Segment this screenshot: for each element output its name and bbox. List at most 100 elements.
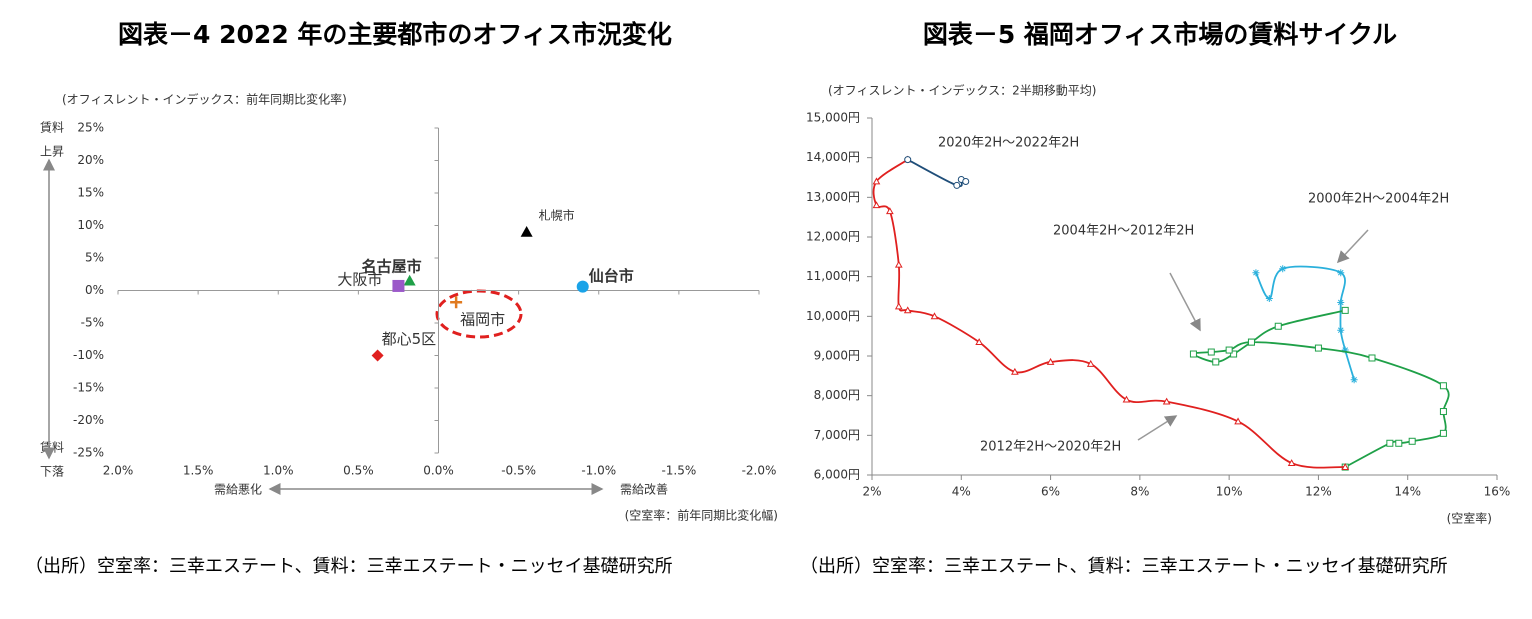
marker (894, 260, 903, 268)
marker (1368, 354, 1376, 362)
point-label: 都心5区 (382, 330, 437, 348)
marker (1408, 437, 1416, 445)
point-label: 福岡市 (460, 311, 505, 329)
x-tick-label: 0.0% (423, 464, 454, 478)
marker (1247, 338, 1255, 346)
marker (1252, 269, 1260, 277)
marker (576, 280, 589, 293)
marker (1265, 294, 1273, 302)
x-tick-label: 2.0% (103, 464, 134, 478)
marker (1230, 350, 1238, 358)
y-tick-label: 12,000円 (806, 230, 860, 244)
series-label: 2004年2H～2012年2H (1053, 224, 1194, 239)
marker (1341, 306, 1349, 314)
x-annotation: (空室率：前年同期比変化幅) (625, 508, 778, 523)
marker (903, 306, 912, 314)
y-annotation: (オフィスレント・インデックス：前年同期比変化率) (62, 92, 347, 107)
x-tick-label: 4% (952, 485, 971, 499)
y-tick-label: -15% (73, 381, 104, 395)
x-right-label: 需給改善 (620, 482, 668, 497)
marker (1439, 429, 1447, 437)
marker (872, 177, 881, 185)
y-low-label: 下落 (40, 465, 64, 479)
marker (1337, 298, 1345, 306)
y-tick-label: 10,000円 (806, 309, 860, 323)
point-label: 名古屋市 (362, 257, 422, 275)
series-label: 2000年2H～2004年2H (1308, 192, 1449, 207)
marker (520, 226, 533, 237)
series-label: 2020年2H～2022年2H (938, 136, 1079, 151)
x-tick-label: 0.5% (343, 464, 374, 478)
marker (392, 279, 405, 292)
point-label: 仙台市 (589, 267, 634, 285)
y-tick-label: 6,000円 (814, 468, 860, 482)
y-tick-label: 0% (85, 283, 104, 297)
series-label: 2012年2H～2020年2H (980, 440, 1121, 455)
marker (1341, 346, 1349, 354)
x-tick-label: 6% (1041, 485, 1060, 499)
x-annotation: (空室率) (1447, 511, 1492, 526)
y-tick-label: -20% (73, 413, 104, 427)
chart-5: 図表－5 福岡オフィス市場の賃料サイクル (オフィスレント・インデックス：2半期… (800, 20, 1510, 577)
marker (1162, 397, 1171, 405)
y-tick-label: -10% (73, 348, 104, 362)
y-high-label: 賃料 (40, 120, 64, 135)
y-tick-label: 8,000円 (814, 388, 860, 402)
x-tick-label: 2% (862, 485, 881, 499)
marker (1350, 376, 1358, 384)
x-tick-label: -2.0% (742, 464, 777, 478)
marker (975, 338, 983, 346)
marker (1212, 358, 1220, 366)
marker (1189, 350, 1197, 358)
y-tick-label: 15,000円 (806, 111, 860, 125)
arrow (1137, 415, 1178, 441)
marker (1046, 357, 1055, 365)
marker (1122, 395, 1131, 403)
marker (1395, 439, 1403, 447)
point-label: 札幌市 (539, 208, 575, 223)
source-note: （出所）空室率：三幸エステート、賃料：三幸エステート・ニッセイ基礎研究所 (25, 556, 673, 577)
y-tick-label: -25% (73, 446, 104, 460)
marker (953, 181, 961, 189)
marker (1225, 346, 1233, 354)
y-tick-label: 5% (85, 251, 104, 265)
x-tick-label: 8% (1130, 485, 1149, 499)
y-tick-label: 9,000円 (814, 349, 860, 363)
y-high-label: 上昇 (40, 145, 64, 159)
x-tick-label: -1.0% (581, 464, 616, 478)
y-tick-label: 15% (77, 186, 104, 200)
marker (1439, 382, 1447, 390)
marker (1337, 326, 1345, 334)
marker (1287, 459, 1296, 466)
marker (904, 156, 912, 164)
y-annotation: (オフィスレント・インデックス：2半期移動平均) (828, 83, 1096, 98)
marker (371, 349, 384, 362)
series-line (872, 158, 1346, 469)
marker (403, 274, 416, 286)
x-tick-label: 12% (1305, 485, 1332, 499)
marker (1234, 417, 1242, 425)
x-tick-label: 10% (1216, 485, 1243, 499)
y-tick-label: 11,000円 (806, 269, 860, 283)
marker (872, 201, 881, 209)
y-tick-label: 10% (77, 218, 104, 232)
marker (962, 177, 970, 185)
arrow (1169, 272, 1201, 332)
arrow (1336, 229, 1369, 264)
x-tick-label: 1.5% (183, 464, 214, 478)
x-tick-label: 14% (1394, 485, 1421, 499)
marker (1279, 265, 1287, 273)
marker (886, 207, 894, 215)
chart-title: 図表－4 2022 年の主要都市のオフィス市況変化 (118, 20, 672, 49)
x-tick-label: 16% (1484, 485, 1511, 499)
source-note: （出所）空室率：三幸エステート、賃料：三幸エステート・ニッセイ基礎研究所 (800, 556, 1448, 577)
x-tick-label: -1.5% (661, 464, 696, 478)
marker (450, 296, 463, 309)
marker (1086, 359, 1095, 367)
point-label: 大阪市 (337, 270, 382, 288)
marker (1341, 463, 1350, 470)
marker (1011, 367, 1019, 375)
marker (1439, 408, 1447, 416)
x-tick-label: -0.5% (501, 464, 536, 478)
